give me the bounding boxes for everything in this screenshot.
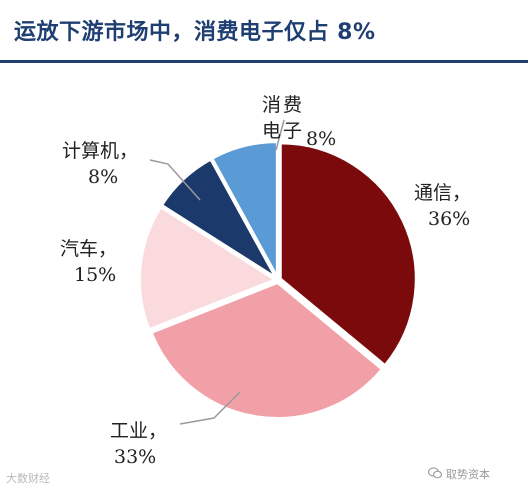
label-communication: 通信， 36%: [414, 180, 471, 232]
pie-slice-automotive: [138, 204, 279, 332]
wechat-icon: [428, 467, 442, 479]
chart-title: 运放下游市场中，消费电子仅占 8%: [14, 20, 376, 45]
leader-computer: [149, 159, 201, 201]
title-underline: [0, 60, 528, 63]
label-computer: 计算机， 8%: [62, 138, 138, 190]
label-automotive: 汽车， 15%: [60, 236, 117, 288]
label-consumer-electronics-name: 消费电子: [262, 94, 305, 142]
pie-slice-consumer-electronics: [209, 140, 279, 279]
label-industry-pct: 33%: [114, 446, 157, 468]
leader-industry: [179, 391, 241, 425]
watermark-left: 大数财经: [6, 472, 50, 485]
pie-slice-communication: [278, 141, 418, 368]
label-computer-pct: 8%: [88, 166, 119, 188]
label-consumer-electronics: 消费电子: [262, 92, 320, 144]
label-industry-name: 工业，: [110, 420, 168, 442]
pie-slice-industry: [149, 280, 385, 420]
watermark-right: 取势资本: [446, 468, 490, 481]
label-automotive-name: 汽车，: [60, 238, 118, 260]
label-communication-name: 通信，: [414, 182, 472, 204]
label-communication-pct: 36%: [428, 208, 471, 230]
leader-consumer: [275, 119, 285, 151]
label-computer-name: 计算机，: [62, 140, 139, 162]
label-automotive-pct: 15%: [74, 264, 117, 286]
label-consumer-electronics-pct: 8%: [306, 128, 337, 150]
label-industry: 工业， 33%: [110, 418, 167, 470]
